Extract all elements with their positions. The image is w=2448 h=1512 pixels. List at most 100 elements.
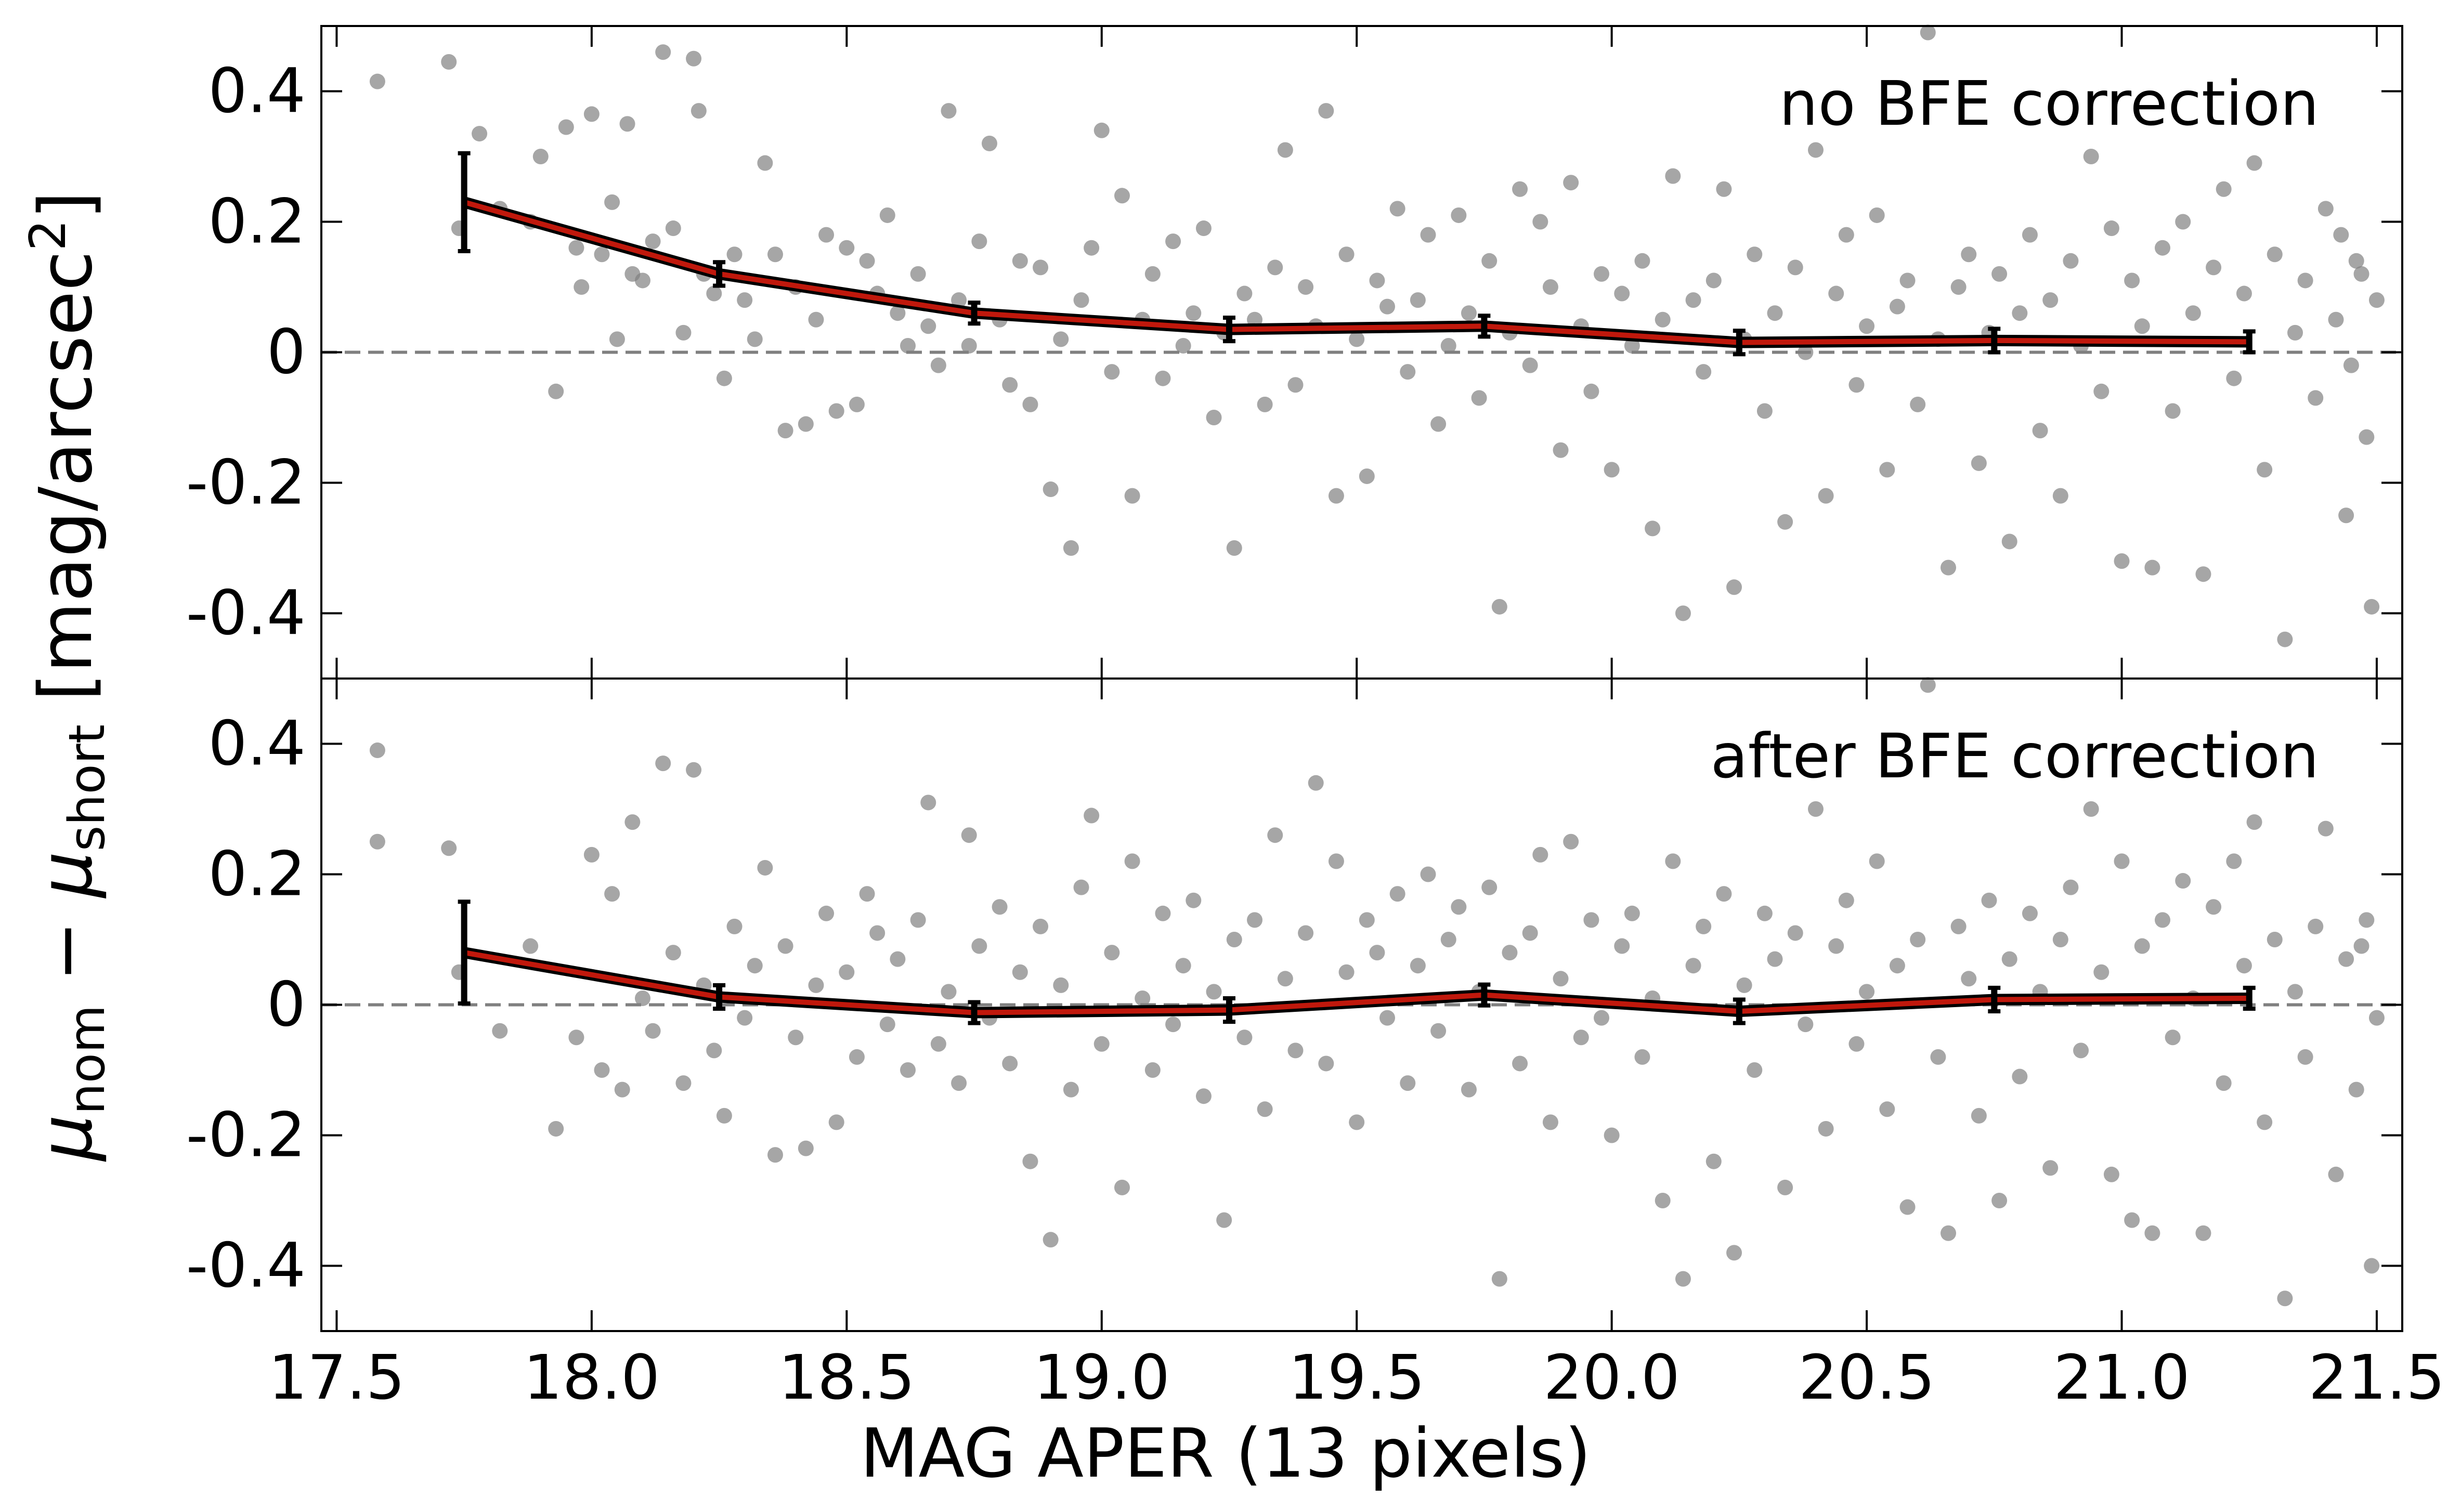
top-data-point (1991, 266, 2008, 282)
bottom-data-point (1838, 892, 1854, 908)
top-data-point (2052, 488, 2068, 504)
bottom-data-point (798, 1140, 814, 1156)
top-data-point (849, 396, 865, 412)
x-tick-label: 20.5 (1799, 1341, 1935, 1413)
top-data-point (1451, 207, 1467, 223)
bottom-data-point (604, 886, 620, 902)
top-data-point (1645, 520, 1661, 537)
top-data-point (2195, 566, 2211, 582)
y-label-minus-mu: − μ (24, 851, 109, 1005)
top-data-point (1767, 305, 1783, 321)
bottom-data-point (1175, 958, 1191, 974)
bottom-data-point (1624, 905, 1640, 921)
bottom-data-point (879, 1016, 895, 1033)
top-data-point (1114, 188, 1130, 204)
top-data-point (2012, 305, 2028, 321)
top-data-point (1899, 272, 1916, 289)
bottom-data-point (2052, 932, 2068, 947)
bottom-data-point (859, 886, 875, 902)
top-data-point (1124, 488, 1140, 504)
top-data-point (930, 357, 946, 373)
bottom-data-point (1012, 964, 1028, 980)
bottom-data-point (2353, 938, 2369, 954)
top-binned-line-outline (462, 197, 2249, 348)
bottom-data-point (910, 912, 926, 928)
top-data-point (1950, 279, 1967, 295)
top-data-point (2287, 324, 2303, 341)
top-data-point (941, 103, 957, 119)
top-panel-annotation: no BFE correction (1779, 68, 2319, 139)
bottom-data-point (1502, 945, 1518, 961)
top-data-point (2317, 201, 2334, 217)
bottom-data-point (1848, 1036, 1865, 1052)
top-data-point (691, 103, 707, 119)
top-data-point (1257, 396, 1273, 412)
bottom-data-point (2246, 814, 2262, 830)
top-data-point (859, 253, 875, 269)
bottom-scatter-points (369, 677, 2385, 1307)
top-binned-line (462, 197, 2249, 348)
bottom-data-point (1899, 1199, 1916, 1215)
top-data-point (1481, 253, 1498, 269)
bottom-data-point (1084, 807, 1100, 824)
top-data-point (1634, 253, 1650, 269)
bottom-y-tick-label: 0.4 (208, 708, 306, 779)
top-data-point (1777, 514, 1793, 530)
y-label-units: [mag/arcsec (24, 251, 109, 724)
top-data-point (757, 155, 773, 171)
bottom-data-point (2124, 1212, 2140, 1228)
bottom-data-point (2114, 853, 2130, 869)
bottom-data-point (583, 846, 600, 863)
bottom-data-point (1135, 990, 1151, 1006)
top-data-point (594, 246, 610, 263)
top-data-point (1430, 416, 1447, 432)
bottom-data-point (971, 938, 987, 954)
top-data-point (1848, 377, 1865, 393)
bottom-data-point (675, 1075, 692, 1091)
panel-top: 0.4 0.2 0 -0.2 -0.4 no BFE correction (186, 24, 2403, 680)
top-data-point (2165, 403, 2181, 419)
top-data-point (568, 240, 584, 256)
bottom-data-point (757, 859, 773, 876)
bottom-data-point (2308, 918, 2324, 934)
top-data-point (2308, 390, 2324, 406)
bottom-data-point (1022, 1153, 1038, 1169)
top-data-point (1971, 455, 1987, 471)
bottom-data-point (2083, 801, 2099, 817)
x-tick-label: 19.5 (1288, 1341, 1425, 1413)
top-data-point (609, 331, 625, 347)
top-data-point (890, 305, 906, 321)
bottom-data-point (1093, 1036, 1110, 1052)
top-data-point (532, 149, 549, 164)
bottom-data-point (665, 945, 681, 961)
bottom-axis-ticks (321, 679, 2402, 1331)
top-data-point (1675, 605, 1691, 621)
top-data-point (910, 266, 926, 282)
bottom-data-point (1257, 1101, 1273, 1117)
top-data-point (1604, 462, 1620, 478)
top-data-point (1655, 311, 1671, 328)
bottom-data-point (1594, 1010, 1610, 1026)
top-data-point (1073, 292, 1089, 308)
bottom-data-point (1941, 1225, 1957, 1241)
top-data-point (548, 383, 564, 399)
bottom-data-point (1389, 886, 1405, 902)
top-data-point (2083, 149, 2099, 164)
bottom-data-point (818, 905, 835, 921)
top-data-point (2093, 383, 2110, 399)
bottom-binned-line-core (463, 950, 2249, 1015)
bottom-data-point (777, 938, 793, 954)
bottom-data-point (1328, 853, 1344, 869)
top-data-point (645, 233, 661, 250)
top-data-point (1859, 318, 1875, 334)
bottom-data-point (2134, 938, 2150, 954)
bottom-data-point (2103, 1166, 2119, 1182)
bottom-y-tick-label: 0 (267, 969, 306, 1040)
top-data-point (1542, 279, 1558, 295)
bottom-data-point (369, 742, 385, 759)
bottom-data-point (2277, 1291, 2293, 1307)
bottom-data-point (2317, 820, 2334, 837)
top-data-point (1563, 175, 1579, 191)
bottom-binned-line (463, 947, 2249, 1019)
bottom-data-point (1634, 1049, 1650, 1065)
